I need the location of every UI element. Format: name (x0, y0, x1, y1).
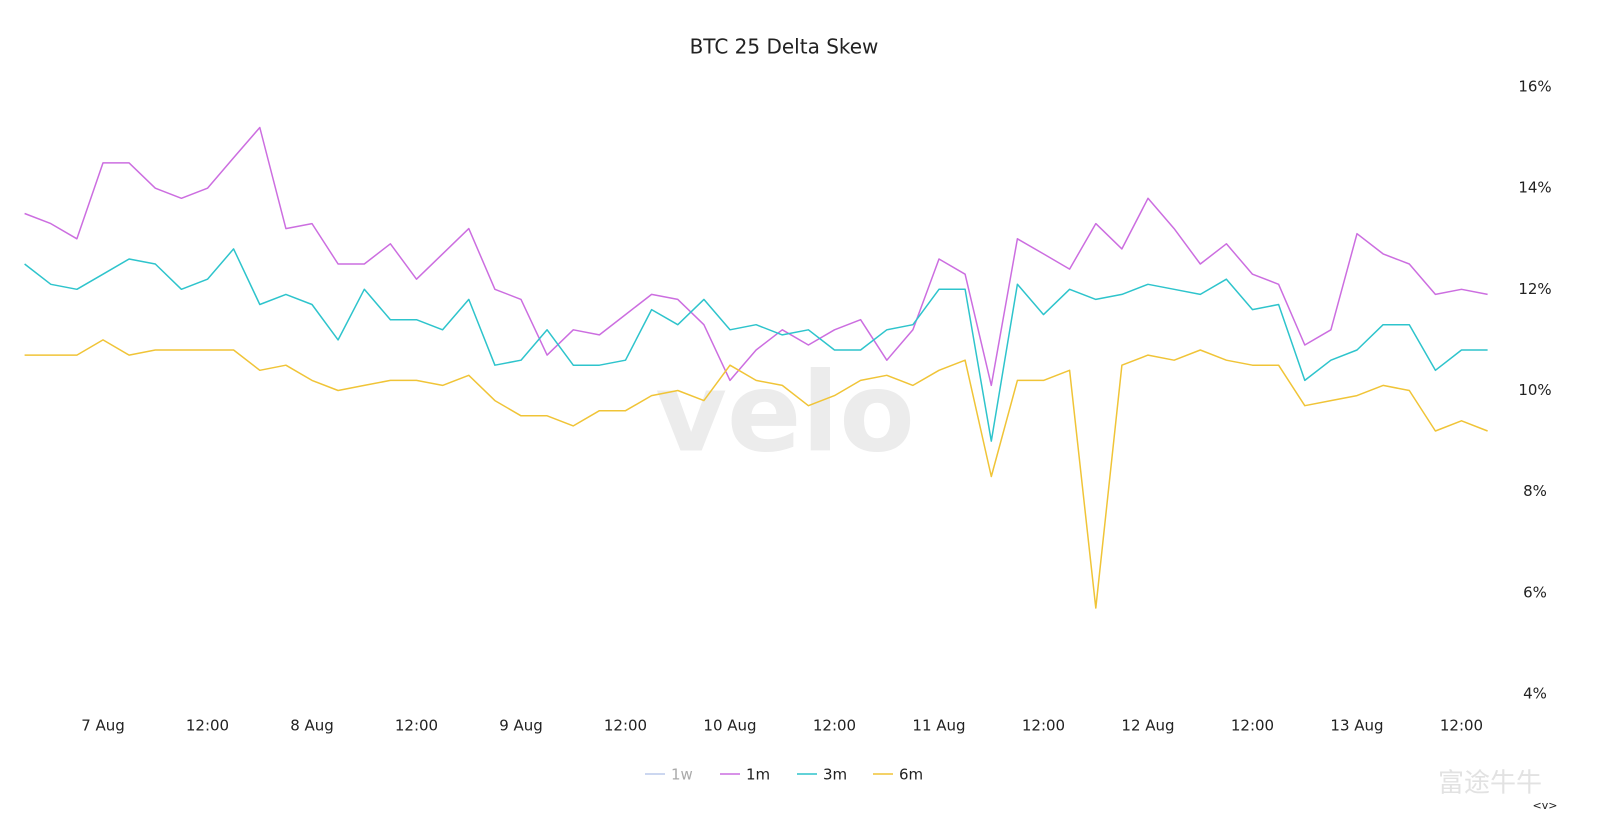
x-tick-label: 7 Aug (81, 717, 125, 735)
y-tick-label: 4% (1523, 685, 1547, 703)
corner-watermark: 富途牛牛 (1438, 769, 1542, 799)
y-tick-label: 14% (1518, 179, 1551, 197)
legend-label[interactable]: 6m (899, 766, 923, 784)
series-line (24, 248, 1488, 442)
legend-label[interactable]: 1w (671, 766, 693, 784)
x-tick-label: 12:00 (1231, 717, 1274, 735)
legend-label[interactable]: 3m (823, 766, 847, 784)
x-tick-label: 12 Aug (1121, 717, 1174, 735)
series-line (24, 126, 1488, 387)
x-tick-label: 12:00 (1440, 717, 1483, 735)
y-tick-label: 12% (1518, 280, 1551, 298)
x-tick-label: 12:00 (813, 717, 856, 735)
chart-title: BTC 25 Delta Skew (690, 35, 879, 59)
y-tick-label: 8% (1523, 482, 1547, 500)
x-tick-label: 11 Aug (912, 717, 965, 735)
y-tick-label: 16% (1518, 78, 1551, 96)
x-tick-label: 8 Aug (290, 717, 334, 735)
watermark: velo (655, 348, 915, 476)
x-tick-label: 12:00 (395, 717, 438, 735)
series-line (24, 339, 1488, 609)
y-tick-label: 10% (1518, 381, 1551, 399)
x-tick-label: 12:00 (186, 717, 229, 735)
y-tick-label: 6% (1523, 583, 1547, 601)
x-tick-label: 12:00 (1022, 717, 1065, 735)
nav-control[interactable]: <v> (1533, 799, 1558, 812)
x-tick-label: 9 Aug (499, 717, 543, 735)
x-tick-label: 12:00 (604, 717, 647, 735)
x-tick-label: 10 Aug (703, 717, 756, 735)
legend-label[interactable]: 1m (746, 766, 770, 784)
x-tick-label: 13 Aug (1330, 717, 1383, 735)
